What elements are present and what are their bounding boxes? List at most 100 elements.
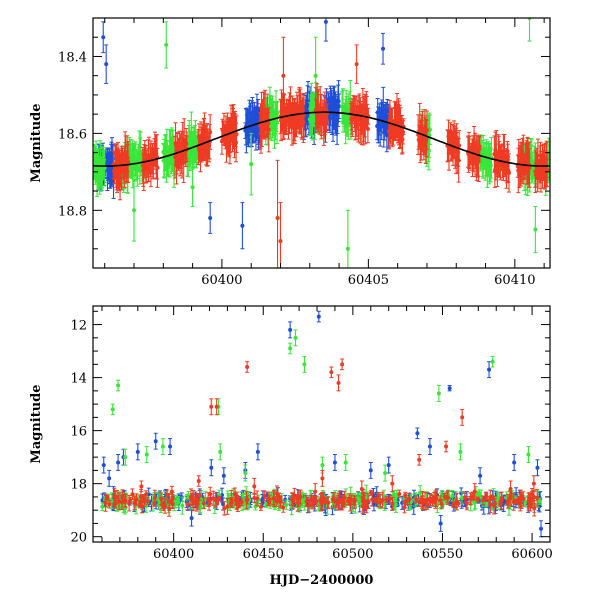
bottom-point-s2	[499, 491, 504, 505]
bottom-outlier-s1	[302, 355, 307, 373]
bottom-outlier-s2	[531, 475, 536, 493]
bottom-point-s2	[490, 494, 495, 500]
x-tick-label: 60600	[511, 547, 552, 562]
bottom-point-s2	[165, 489, 170, 501]
top-panel: 60400 60405 60410 18.4 18.6 18.8 Magnitude	[29, 17, 551, 288]
bottom-point-s2	[518, 496, 523, 504]
bottom-point-s2	[475, 496, 480, 503]
bottom-outlier-s0	[535, 459, 540, 477]
bottom-point-s2	[484, 491, 489, 501]
bottom-point-s2	[272, 490, 277, 507]
bottom-point-s2	[255, 490, 260, 507]
x-tick-label: 60550	[422, 547, 463, 562]
bottom-point-s2	[142, 495, 147, 507]
top-outlier-s1	[132, 179, 137, 242]
bottom-outlier-s1	[218, 443, 223, 461]
top-model-curve	[93, 111, 550, 167]
bottom-point-s2	[197, 489, 202, 502]
bottom-point-s2	[376, 491, 381, 499]
bottom-outlier-s2	[245, 361, 250, 373]
top-point-s2	[457, 130, 462, 162]
bottom-outlier-s2	[313, 483, 318, 501]
y-tick-label: 16	[70, 425, 87, 440]
bottom-point-s2	[445, 490, 450, 505]
bottom-point-s2	[239, 498, 244, 507]
bottom-point-s2	[123, 493, 128, 508]
bottom-outlier-s0	[189, 509, 194, 527]
bottom-outlier-s2	[329, 366, 334, 379]
bottom-point-s0	[400, 495, 405, 510]
bottom-data-layer	[100, 310, 544, 538]
bottom-point-s2	[352, 495, 357, 509]
top-point-s2	[126, 141, 131, 183]
bottom-point-s2	[430, 495, 435, 507]
bottom-outlier-s2	[320, 469, 325, 487]
bottom-outlier-s0	[209, 459, 214, 477]
bottom-point-s2	[480, 495, 485, 506]
bottom-outlier-s1	[144, 446, 149, 463]
bottom-point-s2	[341, 499, 346, 507]
bottom-point-s2	[252, 492, 257, 504]
top-point-s2	[266, 107, 271, 153]
bottom-point-s1	[186, 491, 191, 500]
bottom-outlier-s0	[438, 514, 443, 532]
top-data-layer	[93, 18, 550, 268]
x-tick-label: 60400	[153, 547, 194, 562]
top-outlier-s0	[381, 32, 386, 65]
bottom-outlier-s0	[368, 461, 373, 479]
bottom-point-s2	[207, 499, 212, 507]
bottom-point-s2	[103, 499, 108, 507]
bottom-outlier-s1	[116, 379, 121, 392]
bottom-outlier-s1	[343, 453, 348, 471]
bottom-outlier-s0	[135, 443, 140, 461]
bottom-point-s2	[397, 489, 402, 499]
bottom-point-s2	[258, 502, 263, 511]
bottom-point-s2	[377, 498, 382, 508]
top-outlier-s0	[208, 202, 213, 234]
bottom-outlier-s0	[107, 469, 112, 487]
bottom-point-s2	[161, 502, 166, 512]
bottom-outlier-s1	[458, 443, 463, 461]
bottom-outlier-s2	[214, 398, 219, 416]
bottom-point-s2	[127, 494, 132, 512]
bottom-point-s2	[464, 496, 469, 511]
bottom-outlier-s2	[444, 440, 449, 453]
bottom-point-s2	[468, 492, 473, 506]
bottom-ticks: 60400 60450 60500 60550 60600 12 14 16 18 20	[70, 306, 553, 562]
bottom-point-s2	[229, 489, 234, 509]
bottom-outlier-s0	[415, 427, 420, 440]
bottom-point-s2	[532, 489, 537, 505]
bottom-panel: 60400 60450 60500 60550 60600 12 14 16 18 20 Magn…	[29, 305, 553, 588]
bottom-point-s2	[211, 490, 216, 506]
bottom-point-s2	[304, 495, 309, 508]
bottom-outlier-s0	[487, 361, 492, 379]
top-outlier-s1	[190, 167, 195, 207]
bottom-outlier-s1	[293, 329, 298, 347]
top-outlier-s1	[164, 21, 169, 69]
bottom-outlier-s0	[478, 467, 483, 485]
bottom-outlier-s1	[436, 385, 441, 402]
bottom-outlier-s0	[316, 310, 321, 323]
bottom-point-s1	[484, 501, 489, 508]
bottom-plot-frame	[92, 305, 551, 543]
bottom-point-s2	[434, 489, 439, 508]
bottom-x-axis-label: HJD−2400000	[270, 573, 374, 588]
bottom-point-s1	[180, 496, 185, 515]
bottom-point-s2	[321, 491, 326, 505]
bottom-outlier-s2	[139, 480, 144, 493]
bottom-outlier-s2	[417, 453, 422, 466]
bottom-outlier-s1	[160, 438, 165, 455]
top-outlier-s2	[354, 44, 359, 84]
bottom-point-s2	[390, 496, 395, 511]
bottom-outlier-s0	[168, 438, 173, 455]
bottom-point-s2	[201, 497, 206, 510]
bottom-point-s2	[439, 499, 444, 509]
top-y-axis-label: Magnitude	[29, 103, 44, 182]
bottom-point-s2	[420, 495, 425, 511]
bottom-point-s2	[513, 498, 518, 504]
bottom-outlier-s1	[526, 446, 531, 463]
top-outlier-s0	[323, 18, 328, 42]
bottom-outlier-s1	[320, 456, 325, 474]
bottom-point-s2	[195, 498, 200, 508]
bottom-outlier-s2	[209, 398, 214, 416]
